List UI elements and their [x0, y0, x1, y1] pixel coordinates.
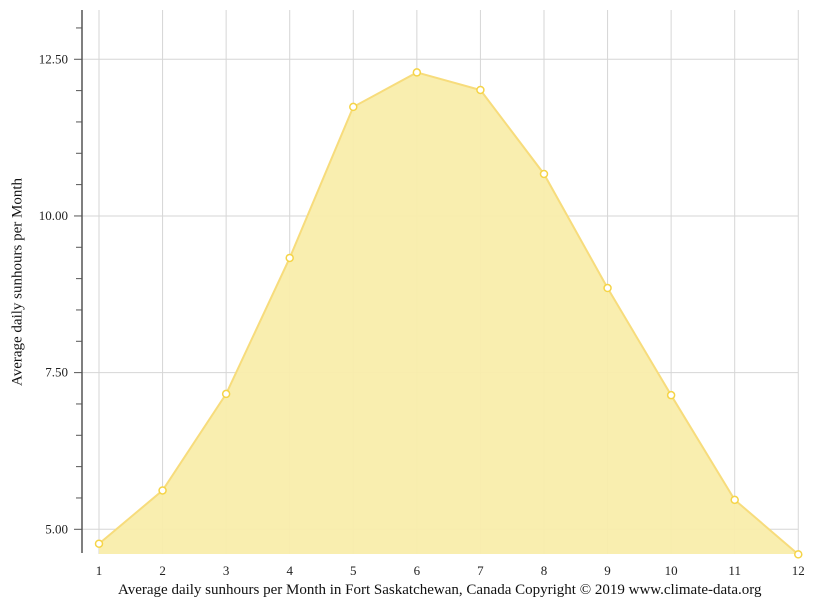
data-point-marker: [158, 486, 167, 495]
y-axis-title: Average daily sunhours per Month: [9, 177, 26, 387]
data-point-marker: [794, 550, 803, 559]
data-point-marker: [221, 389, 231, 399]
y-tick-label: 7.50: [45, 365, 68, 380]
x-tick-label: 3: [223, 563, 230, 578]
y-tick-label: 10.00: [39, 208, 68, 223]
x-tick-label: 10: [665, 563, 678, 578]
data-point-marker: [285, 253, 294, 263]
data-markers: [94, 68, 803, 559]
y-tick-label: 5.00: [45, 521, 68, 536]
data-point-marker: [603, 283, 612, 293]
data-point-marker: [539, 169, 549, 179]
x-axis: 1 2 3 4 5 6 7 8 9 10 11 12: [96, 563, 805, 578]
y-tick-label: 12.50: [39, 51, 68, 66]
x-tick-label: 12: [792, 563, 805, 578]
data-point-marker: [666, 390, 676, 400]
x-tick-label: 11: [728, 563, 741, 578]
data-point-marker: [412, 68, 422, 77]
data-point-marker: [730, 495, 739, 505]
x-tick-label: 5: [350, 563, 357, 578]
x-tick-label: 7: [477, 563, 484, 578]
data-line: [98, 71, 799, 556]
data-point-marker: [94, 539, 104, 548]
y-axis: 5.00 7.50 10.00 12.50: [39, 10, 83, 553]
x-tick-label: 2: [159, 563, 166, 578]
chart-caption: Average daily sunhours per Month in Fort…: [118, 582, 762, 598]
x-tick-label: 8: [541, 563, 548, 578]
x-tick-label: 9: [604, 563, 611, 578]
x-tick-label: 6: [414, 563, 421, 578]
data-point-marker: [349, 102, 358, 112]
x-tick-label: 1: [96, 563, 103, 578]
area-fill: [99, 72, 799, 555]
x-tick-label: 4: [286, 563, 293, 578]
data-point-marker: [476, 85, 485, 95]
